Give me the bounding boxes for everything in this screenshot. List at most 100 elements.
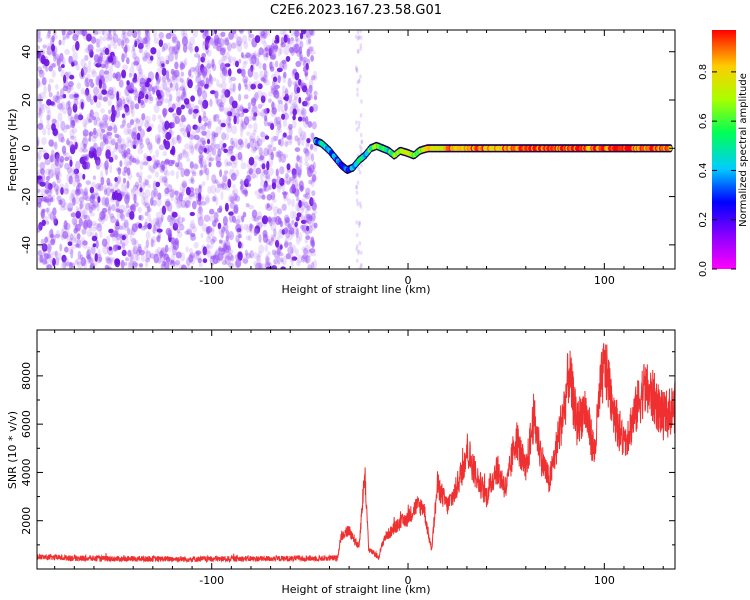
noise-dot <box>181 264 186 269</box>
noise-dot <box>260 180 266 188</box>
noise-dot <box>136 132 141 141</box>
noise-dot <box>224 132 230 141</box>
noise-dot <box>71 166 76 175</box>
noise-dot <box>359 149 363 155</box>
noise-dot <box>62 256 68 262</box>
noise-dot <box>106 266 112 269</box>
noise-dot <box>101 238 108 247</box>
noise-dot <box>86 95 92 101</box>
noise-dot <box>235 223 242 233</box>
noise-dot <box>313 169 317 178</box>
noise-dot <box>114 154 118 160</box>
noise-dot <box>168 258 172 265</box>
noise-dot <box>45 253 51 259</box>
noise-dot <box>300 219 307 224</box>
noise-dot <box>310 75 316 81</box>
noise-dot <box>105 258 112 264</box>
noise-dot <box>275 215 281 226</box>
noise-dot <box>303 247 308 255</box>
noise-dot <box>277 184 282 193</box>
noise-dot <box>269 66 275 72</box>
noise-dot <box>84 89 89 97</box>
noise-dot <box>57 163 63 170</box>
x-tick-label: 100 <box>594 274 615 287</box>
noise-dot <box>91 220 97 226</box>
noise-dot <box>180 167 186 178</box>
noise-dot <box>98 121 105 129</box>
noise-dot <box>209 157 215 162</box>
noise-dot <box>126 180 130 189</box>
noise-dot <box>116 192 123 202</box>
noise-dot <box>144 221 149 228</box>
noise-dot <box>184 57 188 66</box>
noise-dot <box>121 113 126 119</box>
noise-dot <box>201 34 206 39</box>
noise-dot <box>263 169 269 175</box>
noise-dot <box>139 117 144 127</box>
noise-dot <box>129 205 135 213</box>
noise-dot <box>253 217 259 222</box>
noise-dot <box>43 152 50 160</box>
noise-dot <box>189 46 193 54</box>
noise-dot <box>98 79 103 89</box>
noise-dot <box>215 126 222 135</box>
noise-dot <box>256 255 262 265</box>
noise-dot <box>200 201 207 206</box>
colorbar-tick-label: 0.6 <box>698 113 709 129</box>
noise-dot <box>111 86 117 97</box>
noise-dot <box>291 101 298 108</box>
noise-dot <box>251 98 257 104</box>
noise-dot <box>288 46 294 54</box>
noise-dot <box>156 77 161 85</box>
noise-dot <box>98 217 103 222</box>
noise-dot <box>120 96 125 102</box>
noise-dot <box>158 39 164 47</box>
noise-dot <box>48 65 53 72</box>
noise-dot <box>312 75 318 81</box>
noise-dot <box>174 190 180 195</box>
noise-dot <box>196 199 202 206</box>
noise-dot <box>144 36 148 45</box>
noise-dot <box>275 151 280 158</box>
noise-dot <box>202 258 208 264</box>
noise-dot <box>128 72 132 78</box>
noise-dot <box>260 33 267 39</box>
noise-dot <box>138 263 144 268</box>
noise-dot <box>294 178 299 189</box>
noise-dot <box>105 256 111 261</box>
noise-dot <box>277 75 281 84</box>
noise-dot <box>139 264 143 269</box>
noise-dot <box>137 243 142 248</box>
noise-dot <box>124 141 130 148</box>
noise-dot <box>47 110 52 119</box>
noise-dot <box>304 155 309 163</box>
noise-dot <box>95 183 102 190</box>
noise-dot <box>192 200 197 210</box>
noise-dot <box>280 259 284 265</box>
noise-dot <box>181 36 188 47</box>
noise-dot <box>168 46 175 55</box>
noise-dot <box>64 33 70 40</box>
noise-dot <box>293 81 298 88</box>
noise-dot <box>262 63 267 71</box>
noise-dot <box>198 262 203 268</box>
noise-dot <box>304 74 309 81</box>
noise-dot <box>63 202 69 211</box>
noise-dot <box>207 146 214 156</box>
noise-dot <box>107 43 112 48</box>
noise-dot <box>357 249 361 254</box>
noise-dot <box>86 161 90 170</box>
noise-dot <box>46 105 51 114</box>
noise-dot <box>289 227 295 235</box>
noise-dot <box>182 30 187 38</box>
noise-dot <box>169 189 175 198</box>
noise-dot <box>72 179 77 187</box>
noise-dot <box>116 101 123 111</box>
y-tick-label: 6000 <box>20 410 33 438</box>
noise-dot <box>183 98 190 105</box>
noise-dot <box>284 214 290 223</box>
noise-dot <box>228 68 232 77</box>
noise-dot <box>43 253 49 260</box>
noise-dot <box>75 210 81 219</box>
